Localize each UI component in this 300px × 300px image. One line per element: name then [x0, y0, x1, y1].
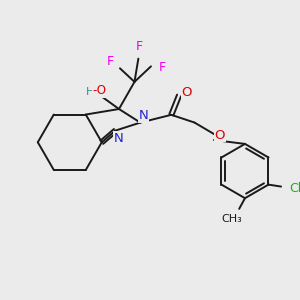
Text: F: F: [107, 55, 114, 68]
Text: Cl: Cl: [290, 182, 300, 195]
Text: -O: -O: [93, 84, 106, 97]
Text: N: N: [113, 132, 123, 145]
Text: CH₃: CH₃: [221, 214, 242, 224]
Text: N: N: [138, 109, 148, 122]
Text: F: F: [159, 61, 166, 74]
Text: H: H: [86, 87, 94, 97]
Text: O: O: [214, 129, 225, 142]
Text: O: O: [182, 86, 192, 99]
Text: F: F: [136, 40, 143, 52]
